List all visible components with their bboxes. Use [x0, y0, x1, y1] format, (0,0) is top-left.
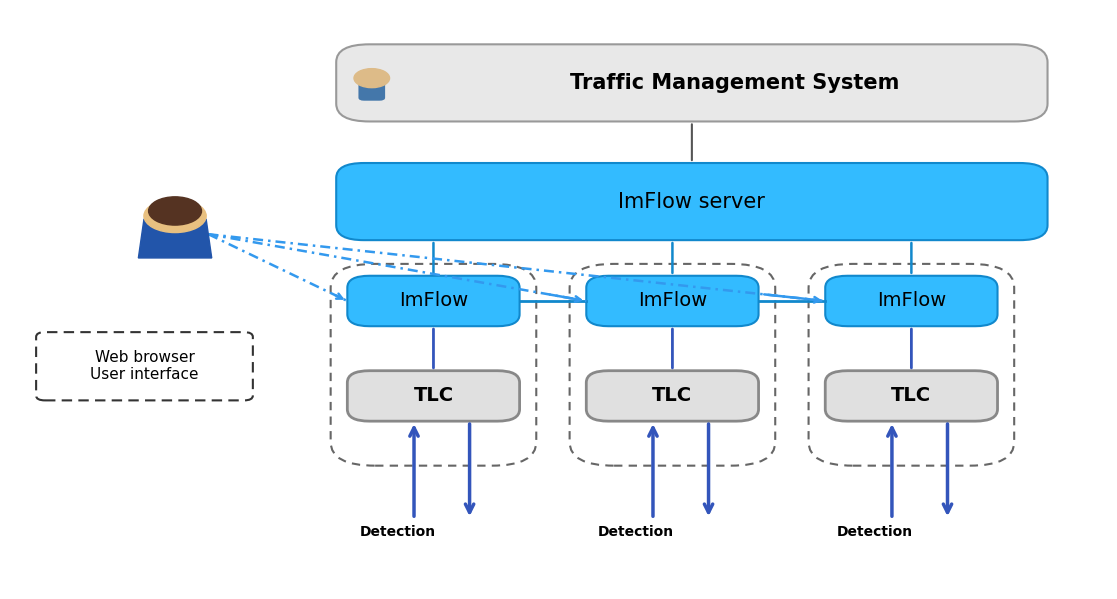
Text: TLC: TLC	[652, 386, 693, 406]
FancyBboxPatch shape	[336, 44, 1048, 122]
FancyBboxPatch shape	[359, 81, 385, 101]
FancyBboxPatch shape	[586, 276, 758, 326]
Text: TLC: TLC	[413, 386, 454, 406]
FancyBboxPatch shape	[825, 276, 997, 326]
Text: ImFlow: ImFlow	[399, 292, 468, 310]
Text: Detection: Detection	[360, 525, 436, 539]
Text: TLC: TLC	[891, 386, 932, 406]
FancyBboxPatch shape	[347, 371, 519, 421]
Text: Detection: Detection	[599, 525, 675, 539]
Text: Traffic Management System: Traffic Management System	[570, 73, 899, 93]
Circle shape	[149, 197, 201, 225]
FancyBboxPatch shape	[347, 276, 519, 326]
Polygon shape	[139, 219, 212, 258]
FancyBboxPatch shape	[586, 371, 758, 421]
FancyBboxPatch shape	[36, 332, 252, 400]
Circle shape	[144, 199, 207, 232]
FancyBboxPatch shape	[336, 163, 1048, 240]
Text: ImFlow server: ImFlow server	[619, 192, 765, 211]
Text: Detection: Detection	[838, 525, 914, 539]
FancyBboxPatch shape	[825, 371, 997, 421]
Text: ImFlow: ImFlow	[877, 292, 946, 310]
Text: ImFlow: ImFlow	[638, 292, 707, 310]
Text: Web browser
User interface: Web browser User interface	[90, 350, 199, 383]
Circle shape	[354, 69, 390, 87]
